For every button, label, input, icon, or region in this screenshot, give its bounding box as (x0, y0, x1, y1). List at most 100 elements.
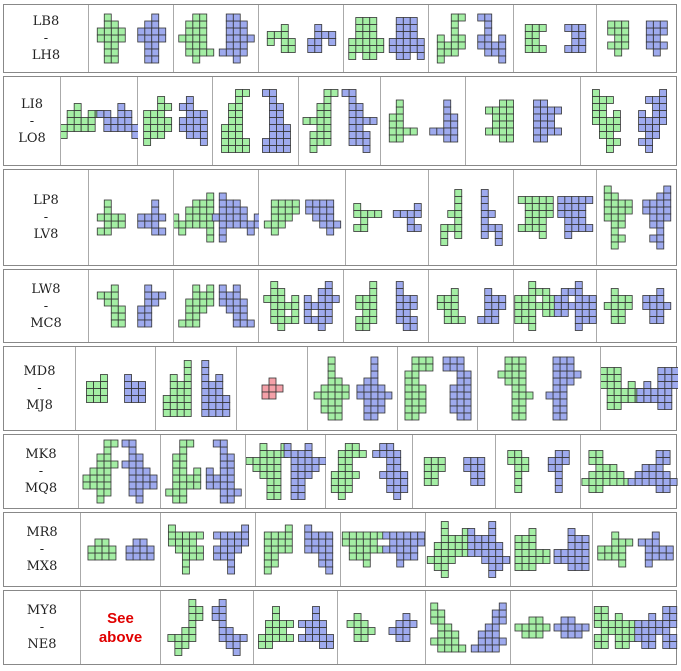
tile (246, 220, 255, 229)
tile (270, 281, 279, 289)
tile (533, 99, 541, 108)
tile (221, 145, 229, 153)
tile (110, 284, 119, 293)
tile (617, 199, 626, 208)
tile (659, 27, 668, 36)
tile (362, 38, 371, 46)
tile (430, 457, 439, 465)
tile (312, 199, 321, 208)
tile (360, 210, 369, 218)
tile (403, 538, 412, 547)
tile (307, 45, 316, 53)
tile (211, 213, 220, 222)
tile (318, 559, 327, 568)
tile (430, 616, 439, 625)
tile (656, 199, 665, 208)
tile (474, 549, 483, 557)
tile (535, 623, 544, 632)
tile (436, 295, 445, 303)
tile (334, 391, 343, 400)
tile (542, 623, 551, 632)
tile (369, 17, 378, 25)
tile (610, 206, 619, 215)
tile (395, 627, 404, 635)
tile (151, 48, 160, 57)
tile (538, 231, 547, 239)
tile (614, 613, 623, 621)
tile (225, 627, 234, 635)
tile (494, 224, 503, 232)
tile (504, 356, 513, 365)
tile (403, 552, 412, 561)
tile (199, 110, 208, 118)
tile (484, 288, 493, 296)
tile (606, 367, 615, 375)
tile (272, 620, 280, 628)
tile (395, 52, 404, 60)
tile (369, 38, 378, 46)
tile (239, 20, 248, 29)
tile (641, 471, 650, 479)
tile (443, 309, 452, 317)
tile (179, 439, 188, 448)
tile (348, 117, 357, 125)
tile (225, 41, 234, 50)
tile (627, 395, 636, 403)
tile (450, 309, 459, 317)
tile (138, 381, 146, 389)
tile (172, 481, 181, 490)
tile (433, 549, 442, 557)
tile (139, 552, 148, 561)
tile (477, 478, 486, 486)
tile (103, 220, 112, 229)
tile (181, 634, 190, 642)
tile (547, 464, 556, 472)
shapes (436, 13, 507, 64)
tile (225, 199, 234, 208)
tile (199, 20, 208, 29)
tile (277, 213, 286, 222)
tile (571, 203, 580, 211)
tile (103, 13, 112, 22)
tile (263, 531, 272, 540)
tile (571, 24, 580, 32)
tile (348, 110, 357, 118)
tile (613, 381, 622, 389)
tile (564, 45, 573, 53)
tile (588, 485, 597, 493)
tile (657, 381, 666, 389)
tile (144, 27, 153, 36)
tile (143, 124, 152, 132)
tile (649, 213, 658, 222)
tile (268, 384, 277, 393)
puzzle-cell (593, 591, 678, 664)
tile (183, 374, 192, 382)
tile (287, 45, 296, 53)
tile (585, 224, 594, 232)
tile (484, 623, 493, 632)
tile (101, 538, 110, 547)
tile (312, 627, 320, 635)
shapes (603, 185, 672, 250)
tile (624, 206, 633, 215)
tile (353, 634, 362, 642)
tile (270, 295, 279, 303)
tile (396, 538, 405, 547)
tile (559, 405, 568, 414)
tile (429, 127, 438, 136)
shapes (514, 616, 590, 639)
tile (188, 620, 197, 628)
tile (659, 103, 667, 111)
tile (511, 412, 520, 421)
tile (498, 48, 507, 57)
tile (362, 45, 371, 53)
shapes (313, 356, 393, 421)
tile (450, 34, 459, 43)
tile (369, 117, 378, 125)
tile (430, 478, 439, 486)
row-label: MD8- MJ8 (4, 347, 76, 430)
tile (393, 485, 402, 493)
tile (409, 620, 418, 628)
label-line: MK8 (25, 447, 57, 462)
tile (418, 398, 427, 407)
